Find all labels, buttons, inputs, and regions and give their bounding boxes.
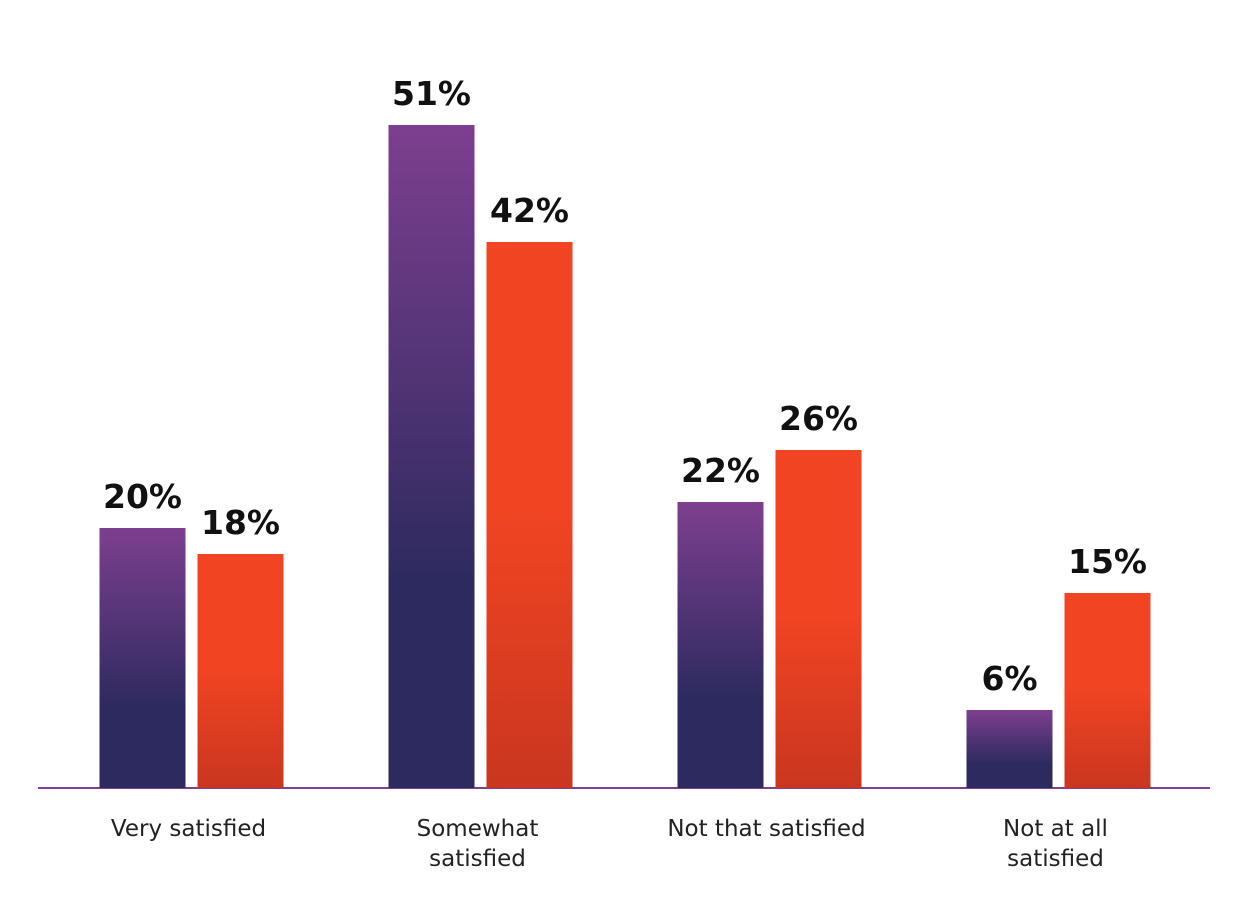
- x-tick-label: Somewhat satisfied: [416, 816, 539, 872]
- bar: [966, 710, 1053, 788]
- value-label: 15%: [1068, 542, 1147, 581]
- bar: [486, 242, 573, 788]
- value-label: 6%: [981, 659, 1037, 698]
- x-tick-label: Not at all satisfied: [1003, 816, 1108, 872]
- value-label: 51%: [392, 74, 471, 113]
- bar: [1064, 593, 1151, 788]
- bar: [99, 528, 186, 788]
- value-label: 20%: [103, 477, 182, 516]
- x-tick-label: Not that satisfied: [667, 816, 866, 842]
- value-label: 26%: [779, 399, 858, 438]
- bar: [775, 450, 862, 788]
- x-tick-label: Very satisfied: [110, 816, 267, 842]
- bar: [677, 502, 764, 788]
- bar: [388, 125, 475, 788]
- value-label: 18%: [201, 503, 280, 542]
- value-label: 42%: [490, 191, 569, 230]
- value-label: 22%: [681, 451, 760, 490]
- bar: [197, 554, 284, 788]
